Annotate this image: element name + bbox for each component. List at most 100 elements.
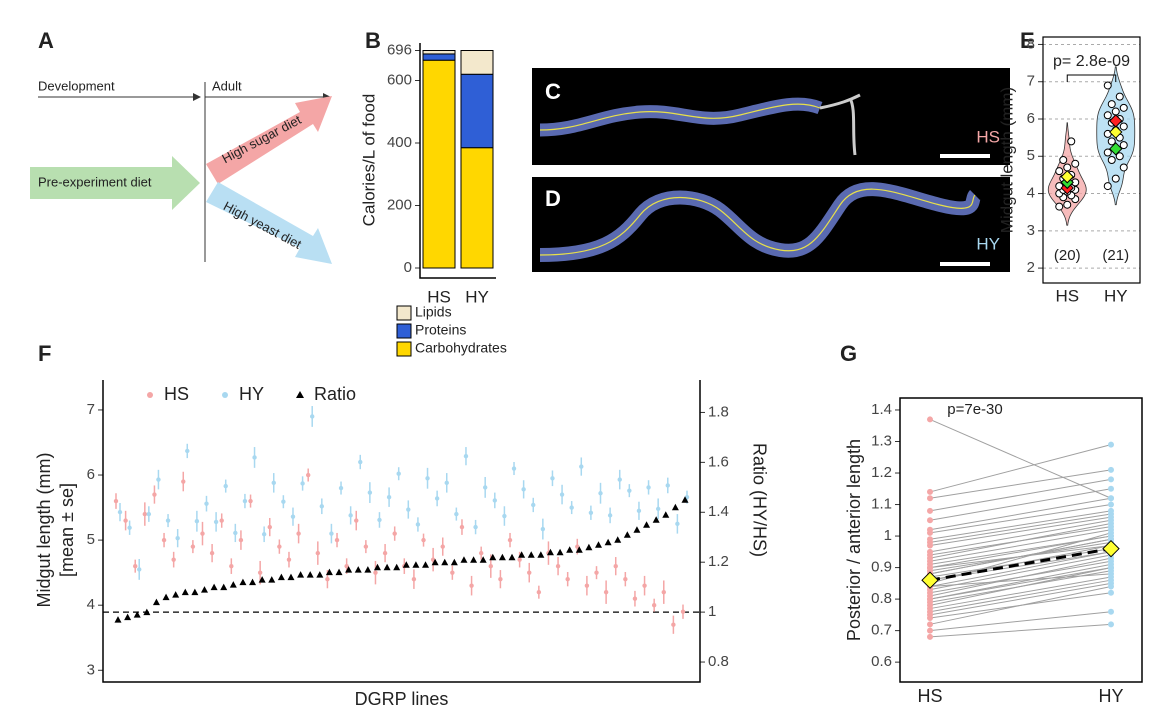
ratio-point <box>498 553 506 561</box>
panel-d-image <box>532 177 1010 272</box>
ratio-point <box>345 566 353 573</box>
data-point <box>1111 107 1120 116</box>
data-point <box>636 508 642 514</box>
diet-label: High sugar diet <box>219 112 304 166</box>
data-point <box>146 511 152 517</box>
y-tick-label: 1.8 <box>708 403 729 420</box>
data-point <box>161 537 167 543</box>
data-point <box>267 524 272 530</box>
ratio-point <box>124 613 132 621</box>
data-point <box>1063 163 1072 172</box>
ratio-point <box>671 503 679 511</box>
data-point <box>1119 141 1128 150</box>
ratio-point <box>191 588 199 596</box>
data-point <box>233 530 238 536</box>
y-tick-label: 5 <box>87 531 95 548</box>
ratio-point <box>431 558 439 566</box>
ratio-point <box>143 608 151 616</box>
ratio-point <box>210 583 218 591</box>
ratio-point <box>546 548 554 556</box>
data-point <box>927 627 933 634</box>
pair-line <box>929 516 1112 547</box>
data-point <box>200 531 205 536</box>
ratio-point <box>239 578 247 586</box>
ratio-point <box>133 611 141 618</box>
pair-line <box>929 592 1112 619</box>
data-point <box>655 506 661 512</box>
data-point <box>927 596 933 603</box>
data-point <box>1108 441 1114 448</box>
y-tick-label: 2 <box>1027 259 1035 276</box>
panel-a-diagram <box>30 82 332 264</box>
bar-segment <box>422 59 456 269</box>
bar-segment <box>460 147 494 269</box>
data-point <box>569 505 574 510</box>
ratio-point <box>325 568 333 576</box>
data-point <box>1108 495 1114 502</box>
data-point <box>306 472 311 478</box>
legend-swatch <box>396 323 412 339</box>
y-tick-label: 696 <box>387 41 412 58</box>
data-point <box>319 504 325 509</box>
pair-line <box>929 554 1112 591</box>
ratio-point <box>460 556 468 563</box>
y-tick-label: 200 <box>387 196 412 213</box>
data-point <box>646 485 651 490</box>
legend-swatch <box>396 305 412 321</box>
ratio-point <box>422 561 430 568</box>
data-point <box>927 526 933 533</box>
stage-label: Adult <box>212 78 242 93</box>
y-tick-label: 1.4 <box>871 401 892 418</box>
n-label: (21) <box>1102 247 1129 264</box>
panel-letter: C <box>545 79 561 104</box>
data-point <box>492 498 497 503</box>
x-tick-label: HY <box>1098 686 1123 706</box>
ratio-point <box>527 551 535 558</box>
bar-segment <box>460 73 494 149</box>
y-tick-label: 1.6 <box>708 453 729 470</box>
data-point <box>665 483 670 488</box>
data-point <box>1108 621 1114 628</box>
ratio-point <box>441 558 449 566</box>
data-point <box>661 589 666 595</box>
pair-line <box>929 488 1112 521</box>
bar-segment <box>422 53 456 61</box>
y-tick-label: 1.4 <box>708 503 729 520</box>
data-point <box>463 453 469 459</box>
bar-segment <box>460 50 494 75</box>
data-point <box>1071 159 1080 168</box>
data-point <box>1111 174 1120 183</box>
mean-marker <box>1102 539 1120 558</box>
y-tick-label: 3 <box>1027 222 1035 239</box>
ratio-point <box>681 496 689 503</box>
ratio-point <box>537 551 545 558</box>
y-tick-label: 4 <box>1027 185 1035 202</box>
y-tick-label: 600 <box>387 71 412 88</box>
data-point <box>1108 510 1114 517</box>
pair-line <box>929 576 1112 610</box>
pair-line <box>929 478 1112 512</box>
data-point <box>511 466 517 471</box>
data-point <box>1103 182 1112 191</box>
pair-line <box>929 444 1112 493</box>
pair-line <box>929 526 1112 556</box>
data-point <box>1107 137 1116 146</box>
data-point <box>613 563 618 569</box>
data-point <box>927 539 933 546</box>
data-point <box>536 589 542 595</box>
data-point <box>396 471 401 476</box>
y-tick-label: 7 <box>87 401 95 418</box>
pair-line <box>929 545 1112 581</box>
data-point <box>1108 564 1114 571</box>
data-point <box>1115 152 1124 161</box>
axis-frame <box>419 43 496 279</box>
ratio-point <box>623 531 631 538</box>
pair-line <box>929 623 1112 638</box>
y-tick-label: 0 <box>404 259 412 276</box>
mean-marker <box>921 571 939 589</box>
summary-marker <box>1109 114 1123 128</box>
y-tick-label: 400 <box>387 134 412 151</box>
ratio-point <box>152 598 160 606</box>
ratio-point <box>566 546 574 553</box>
ratio-point <box>450 558 458 566</box>
